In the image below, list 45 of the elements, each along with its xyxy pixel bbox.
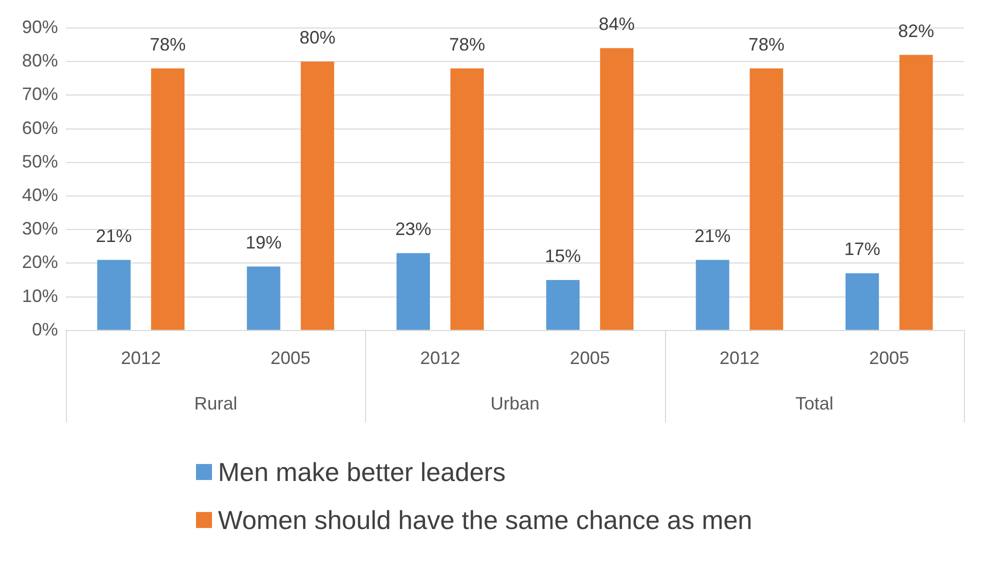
x-tick-label: 2012: [420, 348, 460, 368]
bar: [600, 48, 634, 330]
y-tick-label: 30%: [22, 218, 58, 239]
bar: [300, 62, 334, 330]
text: Urban: [490, 393, 540, 414]
data-label: 17%: [844, 239, 880, 260]
y-tick-label: 60%: [22, 118, 58, 138]
data-label: 84%: [598, 14, 635, 34]
data-label: 23%: [395, 219, 432, 240]
legend-label: Women should have the same chance as men: [218, 504, 752, 536]
data-label: 78%: [748, 34, 784, 54]
y-tick-label: 0%: [32, 319, 58, 340]
x-tick-label: 2012: [719, 348, 760, 368]
bar: [696, 260, 730, 330]
y-tick-label: 50%: [22, 151, 58, 172]
x-tick-label: 2005: [869, 348, 910, 368]
bar: [396, 253, 430, 330]
data-label: 21%: [96, 226, 132, 246]
y-tick-label: 20%: [22, 252, 58, 272]
y-tick-label: 70%: [22, 84, 58, 104]
x-tick-label: 2005: [570, 348, 610, 368]
y-tick-label: 40%: [22, 184, 58, 205]
y-tick-label: 90%: [22, 16, 58, 37]
data-label: 78%: [449, 34, 486, 54]
bar: [151, 68, 184, 330]
data-label: 80%: [299, 28, 336, 48]
bar: [97, 260, 131, 330]
data-label: 19%: [246, 232, 282, 253]
bar: [899, 54, 933, 330]
bar: [450, 68, 484, 330]
bar: [546, 280, 580, 330]
data-label: 82%: [898, 20, 934, 41]
x-tick-label: 2012: [120, 348, 161, 368]
data-label: 78%: [150, 34, 186, 54]
bar: [846, 273, 879, 330]
bar: [750, 68, 784, 330]
x-tick-label: 2005: [270, 348, 311, 368]
y-tick-label: 80%: [22, 50, 58, 71]
y-tick-label: 10%: [22, 286, 58, 306]
bar: [246, 266, 280, 330]
data-label: 15%: [544, 246, 581, 266]
legend-label: Men make better leaders: [218, 456, 506, 488]
text: Rural: [194, 393, 238, 414]
data-label: 21%: [694, 226, 731, 246]
text: Total: [795, 393, 834, 414]
